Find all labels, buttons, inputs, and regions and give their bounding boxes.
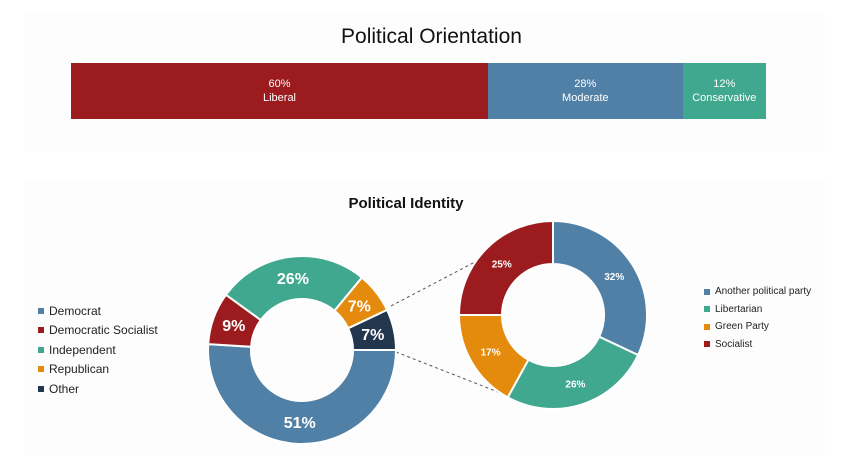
bar-label-name: Liberal	[262, 92, 297, 104]
legend-item-independent: Independent	[38, 340, 158, 360]
breakdown-slice-label-3: 25%	[492, 259, 512, 270]
bar-segment-conservative: 12% Conservative	[682, 63, 766, 119]
breakdown-slice-1	[506, 335, 640, 410]
identity-slice-2	[224, 255, 364, 322]
breakdown-slice-label-2: 17%	[481, 348, 501, 359]
legend-swatch	[38, 307, 44, 314]
identity-panel	[25, 178, 825, 456]
bar-segment-liberal: 60% Liberal	[71, 63, 488, 119]
legend-item-another-party: Another political party	[704, 283, 811, 301]
identity-slice-label-0: 51%	[284, 415, 316, 432]
identity-slice-label-1: 9%	[222, 318, 245, 335]
legend-item-socialist: Socialist	[704, 336, 811, 354]
legend-swatch	[704, 288, 710, 295]
legend-label: Independent	[49, 342, 116, 357]
bar-segment-moderate: 28% Moderate	[488, 63, 683, 119]
legend-item-democratic-socialist: Democratic Socialist	[38, 321, 158, 341]
bar-label-name: Conservative	[692, 92, 757, 104]
identity-slice-0	[207, 343, 398, 445]
breakdown-slice-label-0: 32%	[604, 272, 624, 283]
legend-swatch	[704, 323, 710, 330]
identity-slice-label-2: 26%	[277, 271, 309, 288]
orientation-stacked-bar: 60% Liberal 28% Moderate 12% Conservativ…	[71, 63, 766, 119]
bar-label-pct: 12%	[713, 78, 736, 90]
legend-swatch	[38, 385, 44, 392]
identity-slice-label-4: 7%	[361, 327, 384, 344]
breakdown-legend: Another political party Libertarian Gree…	[704, 283, 811, 353]
legend-item-green-party: Green Party	[704, 318, 811, 336]
legend-swatch	[38, 366, 44, 373]
identity-slice-label-3: 7%	[348, 298, 371, 315]
identity-slice-4	[346, 308, 398, 351]
bar-label-pct: 60%	[268, 78, 291, 90]
legend-label: Democratic Socialist	[49, 323, 158, 338]
legend-label: Democrat	[49, 303, 102, 318]
legend-item-republican: Republican	[38, 360, 158, 380]
bar-label-pct: 28%	[574, 78, 597, 90]
legend-swatch	[704, 306, 710, 313]
legend-label: Republican	[49, 362, 110, 377]
legend-swatch	[704, 341, 710, 348]
breakdown-slice-label-1: 26%	[565, 380, 585, 391]
legend-item-democrat: Democrat	[38, 301, 158, 321]
bar-label-name: Moderate	[562, 92, 609, 104]
legend-label: Libertarian	[715, 303, 763, 315]
legend-item-libertarian: Libertarian	[704, 301, 811, 319]
breakdown-slice-3	[457, 219, 554, 316]
orientation-title: Political Orientation	[341, 25, 522, 48]
identity-title: Political Identity	[348, 195, 464, 212]
legend-item-other: Other	[38, 379, 158, 399]
breakdown-slice-0	[552, 219, 648, 357]
identity-legend: Democrat Democratic Socialist Independen…	[38, 301, 158, 399]
connector-line-1	[395, 351, 522, 402]
legend-swatch	[38, 346, 44, 353]
legend-label: Green Party	[715, 321, 769, 333]
legend-swatch	[38, 327, 44, 334]
legend-label: Other	[49, 381, 80, 396]
legend-label: Socialist	[715, 338, 753, 350]
legend-label: Another political party	[715, 286, 812, 298]
